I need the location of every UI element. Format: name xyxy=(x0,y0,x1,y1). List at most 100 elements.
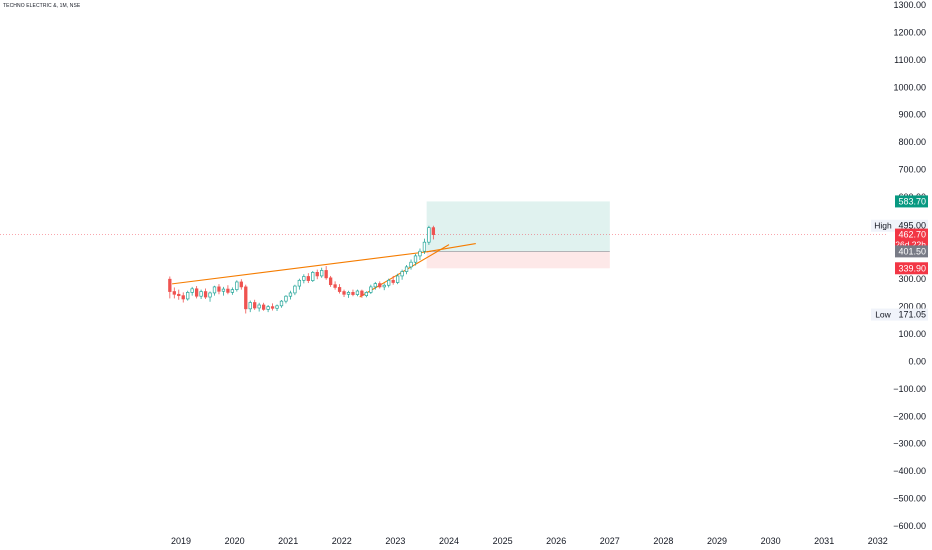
candle-2023-07[interactable] xyxy=(422,241,427,252)
y-tick-label: 700.00 xyxy=(898,165,926,175)
y-tick-label: 1000.00 xyxy=(893,82,926,92)
candle-2021-06[interactable] xyxy=(311,272,315,281)
candle-2020-04[interactable] xyxy=(248,302,252,310)
trendline-3[interactable] xyxy=(426,243,476,253)
candle-2020-06[interactable] xyxy=(257,304,261,309)
candle-2021-12[interactable] xyxy=(337,287,342,292)
y-tick-label: −500.00 xyxy=(893,494,926,504)
y-tick-label: −200.00 xyxy=(893,411,926,421)
x-tick-label: 2019 xyxy=(171,536,191,546)
high-prefix-label: High xyxy=(874,221,892,231)
candle-2022-02[interactable] xyxy=(346,292,351,295)
candle-2021-07[interactable] xyxy=(315,272,319,277)
candle-2021-04[interactable] xyxy=(302,276,306,281)
candle-2020-07[interactable] xyxy=(261,304,266,310)
candle-2018-10[interactable] xyxy=(168,278,172,292)
candle-2022-05[interactable] xyxy=(360,290,364,297)
x-tick-label: 2027 xyxy=(600,536,620,546)
x-tick-label: 2026 xyxy=(546,536,566,546)
candle-2019-03[interactable] xyxy=(190,288,194,293)
candle-2019-04[interactable] xyxy=(194,288,199,297)
low-value-bg xyxy=(895,308,928,321)
candle-2022-10[interactable] xyxy=(382,284,386,288)
candle-2021-05[interactable] xyxy=(306,276,310,281)
low-prefix-bg xyxy=(871,308,895,321)
x-tick-label: 2032 xyxy=(868,536,888,546)
candle-2023-01[interactable] xyxy=(395,275,400,283)
candle-2022-01[interactable] xyxy=(342,291,346,295)
x-tick-label: 2028 xyxy=(653,536,673,546)
candle-2020-08[interactable] xyxy=(266,306,270,310)
x-tick-label: 2031 xyxy=(814,536,834,546)
candle-2020-12[interactable] xyxy=(284,295,288,302)
candle-2019-07[interactable] xyxy=(208,292,212,298)
candle-2021-09[interactable] xyxy=(324,270,328,279)
target-price-label: 583.70 xyxy=(898,196,926,206)
candle-2019-02[interactable] xyxy=(186,292,190,300)
low-prefix-label: Low xyxy=(875,310,891,320)
trendline-2[interactable] xyxy=(359,244,450,298)
x-tick-label: 2024 xyxy=(439,536,459,546)
candle-2019-10[interactable] xyxy=(221,288,226,292)
stop-label-bg xyxy=(895,262,928,275)
low-value-label: 171.05 xyxy=(898,310,926,320)
candle-2022-08[interactable] xyxy=(373,283,377,288)
candle-2020-11[interactable] xyxy=(279,300,284,307)
y-tick-label: 300.00 xyxy=(898,274,926,284)
y-tick-label: 1300.00 xyxy=(893,0,926,10)
y-tick-label: −100.00 xyxy=(893,384,926,394)
target-zone[interactable] xyxy=(426,201,610,252)
candle-2019-11[interactable] xyxy=(226,288,230,293)
candle-2023-06[interactable] xyxy=(418,250,422,257)
candle-2021-10[interactable] xyxy=(328,277,333,286)
candle-2019-08[interactable] xyxy=(212,286,217,294)
candle-2020-01[interactable] xyxy=(235,281,239,290)
candle-2022-04[interactable] xyxy=(355,290,360,295)
y-tick-label: 800.00 xyxy=(898,137,926,147)
candle-2019-05[interactable] xyxy=(199,291,203,297)
candle-2018-11[interactable] xyxy=(172,291,176,295)
price-price-label: 462.70 xyxy=(898,230,926,240)
candle-2021-03[interactable] xyxy=(297,279,302,287)
y-tick-label: −600.00 xyxy=(893,521,926,531)
candle-2019-12[interactable] xyxy=(230,289,235,293)
bar-countdown-label: 26d 22h xyxy=(895,240,926,250)
candle-2019-09[interactable] xyxy=(217,286,221,292)
candle-2020-10[interactable] xyxy=(275,305,279,309)
stop-price-label: 339.90 xyxy=(898,263,926,273)
stop-zone[interactable] xyxy=(426,251,610,269)
candle-2020-03[interactable] xyxy=(244,286,248,310)
candle-2020-05[interactable] xyxy=(253,302,257,309)
entry-label-bg xyxy=(895,245,928,258)
candle-2018-12[interactable] xyxy=(177,293,181,297)
candle-2022-03[interactable] xyxy=(351,292,355,295)
candle-2023-05[interactable] xyxy=(413,255,418,263)
candle-2020-02[interactable] xyxy=(239,281,243,288)
candle-2022-09[interactable] xyxy=(378,283,382,288)
candle-2022-11[interactable] xyxy=(387,279,391,286)
x-tick-label: 2025 xyxy=(493,536,513,546)
x-tick-label: 2020 xyxy=(225,536,245,546)
candle-2022-06[interactable] xyxy=(364,292,369,297)
candle-2020-09[interactable] xyxy=(270,306,275,309)
candle-2021-08[interactable] xyxy=(320,270,324,277)
trendline-1[interactable] xyxy=(171,250,432,285)
candle-2023-04[interactable] xyxy=(409,261,413,268)
x-tick-label: 2022 xyxy=(332,536,352,546)
x-tick-label: 2029 xyxy=(707,536,727,546)
high-value-label: 495.00 xyxy=(898,221,926,231)
candle-2019-01[interactable] xyxy=(181,295,185,300)
candle-2019-06[interactable] xyxy=(203,291,208,298)
candle-2022-07[interactable] xyxy=(369,286,373,293)
candle-2021-11[interactable] xyxy=(333,284,337,288)
candle-2023-02[interactable] xyxy=(400,271,404,277)
candle-2022-12[interactable] xyxy=(391,279,395,283)
x-tick-label: 2021 xyxy=(278,536,298,546)
candle-2023-08[interactable] xyxy=(427,227,431,243)
candle-2021-01[interactable] xyxy=(288,292,293,297)
candle-2021-02[interactable] xyxy=(293,285,297,294)
candle-2023-03[interactable] xyxy=(404,266,409,272)
candle-2023-09[interactable] xyxy=(431,227,436,235)
